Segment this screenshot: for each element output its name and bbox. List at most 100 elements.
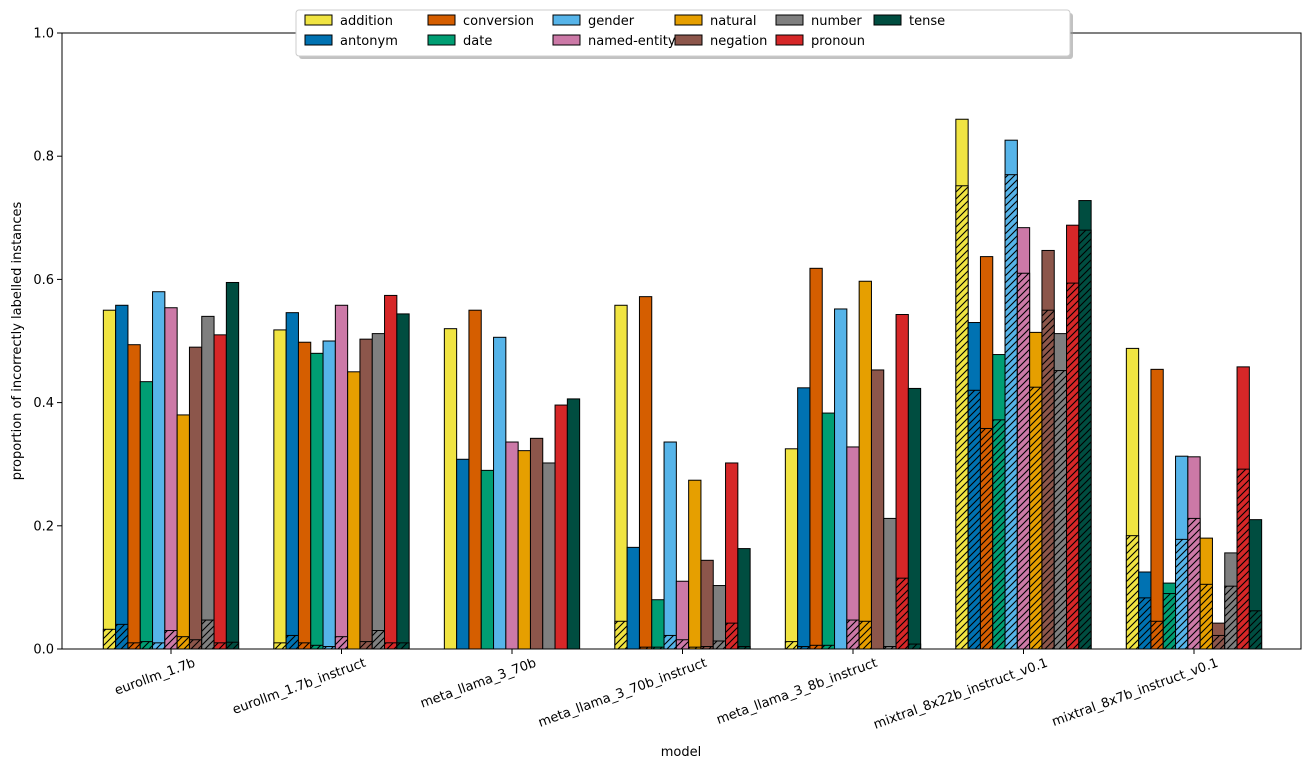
hatched-bar-negation-eurollm_1.7b_instruct bbox=[359, 641, 373, 650]
bar-tense-eurollm_1.7b bbox=[225, 281, 240, 650]
hatched-bar-gender-mixtral_8x22b_instruct_v0.1 bbox=[1004, 174, 1018, 650]
bar-antonym-eurollm_1.7b_instruct bbox=[285, 312, 299, 650]
hatched-bar-tense-eurollm_1.7b_instruct bbox=[396, 642, 410, 650]
hatched-bar-tense-mixtral_8x22b_instruct_v0.1 bbox=[1078, 229, 1092, 650]
x-axis-label: model bbox=[661, 745, 701, 760]
bar-antonym-meta_llama_3_70b_instruct bbox=[626, 546, 640, 650]
hatched-bar-number-mixtral_8x22b_instruct_v0.1 bbox=[1053, 370, 1068, 650]
hatched-bar-number-eurollm_1.7b bbox=[201, 619, 215, 650]
legend-swatch bbox=[775, 14, 804, 26]
hatched-bar-date-eurollm_1.7b_instruct bbox=[310, 644, 324, 650]
bar-conversion-mixtral_8x7b_instruct_v0.1 bbox=[1150, 368, 1164, 650]
bar-addition-eurollm_1.7b_instruct bbox=[273, 329, 287, 650]
y-tick-label: 0.0 bbox=[33, 643, 54, 658]
legend-item-antonym: antonym bbox=[304, 34, 398, 49]
bar-addition-meta_llama_3_70b bbox=[443, 328, 458, 650]
legend-item-gender: gender bbox=[552, 14, 635, 29]
bar-antonym-eurollm_1.7b bbox=[115, 304, 129, 650]
bar-negation-eurollm_1.7b bbox=[188, 346, 203, 650]
bar-natural-eurollm_1.7b_instruct bbox=[347, 371, 361, 650]
hatched-bar-natural-meta_llama_3_8b_instruct bbox=[858, 620, 872, 650]
hatched-bar-pronoun-meta_llama_3_70b_instruct bbox=[725, 622, 739, 650]
legend-swatch bbox=[775, 34, 804, 46]
hatched-bar-addition-mixtral_8x7b_instruct_v0.1 bbox=[1125, 535, 1140, 650]
hatched-bar-addition-mixtral_8x22b_instruct_v0.1 bbox=[955, 185, 969, 650]
hatched-bar-natural-eurollm_1.7b bbox=[176, 636, 190, 650]
bar-conversion-meta_llama_3_8b_instruct bbox=[809, 267, 823, 650]
legend-swatch bbox=[552, 34, 581, 46]
bar-date-eurollm_1.7b_instruct bbox=[310, 352, 324, 650]
legend-swatch bbox=[304, 34, 333, 46]
hatched-bar-date-meta_llama_3_8b_instruct bbox=[821, 644, 836, 650]
bar-number-meta_llama_3_70b bbox=[542, 462, 556, 650]
hatched-bar-antonym-mixtral_8x7b_instruct_v0.1 bbox=[1138, 597, 1152, 650]
bar-named-entity-meta_llama_3_8b_instruct bbox=[846, 446, 860, 650]
x-axis: eurollm_1.7b eurollm_1.7b_instruct meta_ll… bbox=[113, 649, 1220, 733]
legend-label: gender bbox=[588, 14, 635, 29]
x-tick-label-meta_llama_3_8b_instruct: meta_llama_3_8b_instruct bbox=[715, 656, 880, 728]
hatched-bar-conversion-mixtral_8x22b_instruct_v0.1 bbox=[979, 427, 994, 650]
bar-number-eurollm_1.7b_instruct bbox=[371, 333, 386, 650]
bar-addition-eurollm_1.7b bbox=[102, 309, 117, 650]
legend-swatch bbox=[674, 34, 703, 46]
bar-conversion-eurollm_1.7b_instruct bbox=[297, 341, 312, 650]
hatched-bar-antonym-mixtral_8x22b_instruct_v0.1 bbox=[967, 389, 981, 650]
hatched-bar-gender-eurollm_1.7b bbox=[152, 642, 166, 650]
y-tick-label: 0.2 bbox=[33, 519, 54, 534]
hatched-bar-named-entity-meta_llama_3_8b_instruct bbox=[846, 619, 860, 650]
hatched-bar-tense-meta_llama_3_8b_instruct bbox=[907, 643, 922, 650]
bars-layer bbox=[102, 118, 1263, 650]
bar-pronoun-eurollm_1.7b_instruct bbox=[384, 294, 398, 650]
legend-item-addition: addition bbox=[304, 14, 393, 29]
hatched-bar-named-entity-mixtral_8x7b_instruct_v0.1 bbox=[1187, 517, 1201, 650]
bar-date-meta_llama_3_8b_instruct bbox=[821, 412, 836, 650]
hatched-bar-negation-mixtral_8x7b_instruct_v0.1 bbox=[1211, 634, 1226, 650]
bar-tense-meta_llama_3_70b bbox=[566, 398, 581, 650]
hatched-bar-addition-meta_llama_3_70b_instruct bbox=[614, 620, 628, 650]
hatched-bar-named-entity-meta_llama_3_70b_instruct bbox=[675, 639, 690, 650]
y-tick-label: 0.4 bbox=[33, 396, 54, 411]
hatched-bar-named-entity-eurollm_1.7b_instruct bbox=[334, 636, 349, 650]
x-tick-label-eurollm_1.7b: eurollm_1.7b bbox=[113, 656, 198, 699]
bar-named-entity-meta_llama_3_70b_instruct bbox=[675, 580, 690, 650]
bar-named-entity-eurollm_1.7b bbox=[164, 307, 178, 650]
legend-swatch bbox=[427, 14, 456, 26]
x-tick-label-meta_llama_3_70b: meta_llama_3_70b bbox=[418, 656, 538, 712]
hatched-bar-conversion-eurollm_1.7b_instruct bbox=[297, 642, 312, 650]
hatched-bar-negation-eurollm_1.7b bbox=[188, 639, 203, 650]
legend-swatch bbox=[304, 14, 333, 26]
hatched-bar-conversion-eurollm_1.7b bbox=[127, 642, 141, 650]
legend-item-natural: natural bbox=[674, 14, 756, 29]
bar-pronoun-meta_llama_3_70b_instruct bbox=[725, 462, 739, 650]
bar-gender-meta_llama_3_70b_instruct bbox=[663, 441, 677, 650]
bar-negation-meta_llama_3_70b bbox=[529, 437, 544, 650]
hatched-bar-number-meta_llama_3_70b_instruct bbox=[712, 640, 727, 650]
bar-antonym-meta_llama_3_8b_instruct bbox=[797, 387, 811, 650]
hatched-bar-antonym-eurollm_1.7b_instruct bbox=[285, 634, 299, 650]
hatched-bar-tense-eurollm_1.7b bbox=[225, 641, 240, 650]
legend-item-date: date bbox=[427, 34, 492, 49]
hatched-bar-addition-meta_llama_3_8b_instruct bbox=[784, 641, 799, 650]
bar-natural-meta_llama_3_8b_instruct bbox=[858, 280, 872, 650]
hatched-bar-pronoun-eurollm_1.7b bbox=[213, 642, 227, 650]
hatched-bar-addition-eurollm_1.7b_instruct bbox=[273, 642, 287, 650]
bar-conversion-eurollm_1.7b bbox=[127, 344, 141, 650]
hatched-bar-natural-mixtral_8x22b_instruct_v0.1 bbox=[1029, 386, 1043, 650]
x-tick-label-mixtral_8x22b_instruct_v0.1: mixtral_8x22b_instruct_v0.1 bbox=[872, 656, 1050, 733]
y-tick-label: 0.8 bbox=[33, 150, 54, 165]
hatched-bar-pronoun-eurollm_1.7b_instruct bbox=[384, 642, 398, 650]
legend-swatch bbox=[674, 14, 703, 26]
bar-gender-meta_llama_3_70b bbox=[493, 336, 507, 650]
legend-label: date bbox=[463, 34, 492, 49]
bar-antonym-meta_llama_3_70b bbox=[456, 458, 470, 650]
hatched-bar-number-eurollm_1.7b_instruct bbox=[371, 630, 386, 650]
legend-label: number bbox=[811, 14, 862, 29]
hatched-bar-natural-mixtral_8x7b_instruct_v0.1 bbox=[1199, 583, 1213, 650]
x-tick-label-eurollm_1.7b_instruct: eurollm_1.7b_instruct bbox=[231, 656, 368, 718]
y-tick-label: 0.6 bbox=[33, 273, 54, 288]
bar-named-entity-eurollm_1.7b_instruct bbox=[334, 304, 349, 650]
x-tick-label-mixtral_8x7b_instruct_v0.1: mixtral_8x7b_instruct_v0.1 bbox=[1050, 656, 1220, 730]
bar-natural-meta_llama_3_70b_instruct bbox=[688, 479, 702, 650]
legend-label: conversion bbox=[463, 14, 534, 29]
